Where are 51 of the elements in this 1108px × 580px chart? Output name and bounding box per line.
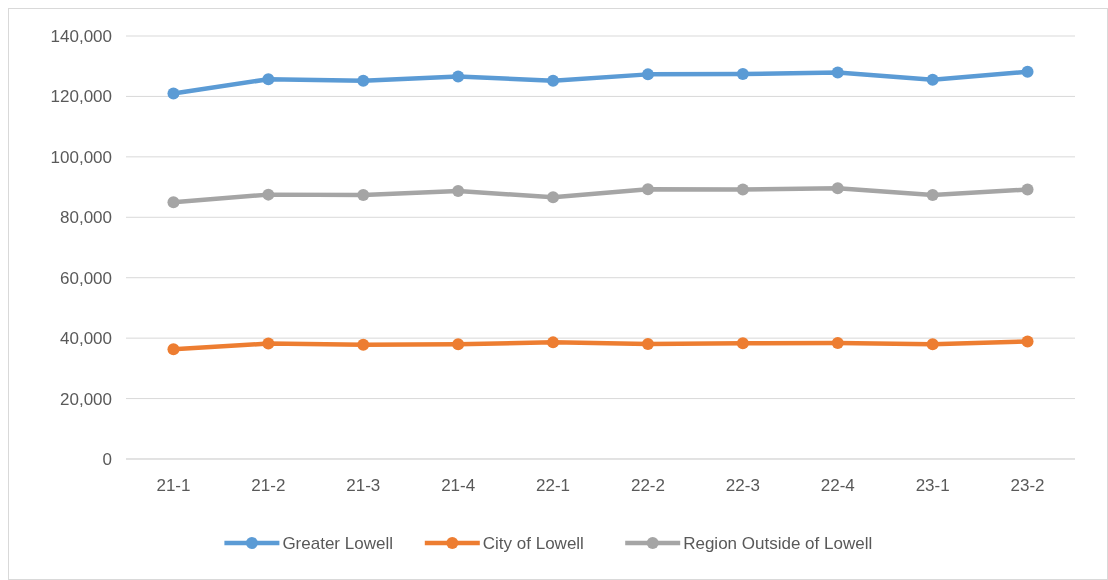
x-tick-label: 23-2 bbox=[1010, 476, 1045, 495]
point bbox=[831, 336, 844, 349]
legend-label: Greater Lowell bbox=[282, 533, 393, 553]
point bbox=[926, 73, 939, 86]
y-tick-label: 80,000 bbox=[60, 208, 112, 228]
point bbox=[167, 196, 180, 209]
point bbox=[1021, 335, 1034, 348]
point bbox=[736, 68, 749, 81]
point bbox=[547, 191, 560, 204]
x-tick-label: 22-1 bbox=[536, 476, 571, 495]
point bbox=[262, 73, 275, 86]
point bbox=[167, 87, 180, 100]
point bbox=[167, 343, 180, 356]
y-tick-label: 40,000 bbox=[60, 329, 112, 349]
point bbox=[452, 185, 465, 197]
legend-label: Region Outside of Lowell bbox=[683, 533, 873, 553]
y-tick-label: 0 bbox=[102, 449, 112, 469]
y-tick-label: 100,000 bbox=[50, 147, 112, 167]
point bbox=[547, 74, 560, 87]
point bbox=[262, 337, 275, 350]
point bbox=[1021, 183, 1034, 196]
point bbox=[641, 183, 654, 196]
y-tick-label: 20,000 bbox=[60, 389, 112, 409]
x-tick-label: 21-2 bbox=[251, 476, 286, 495]
point bbox=[1021, 65, 1034, 78]
point bbox=[452, 338, 465, 351]
point bbox=[262, 188, 275, 201]
point bbox=[357, 338, 370, 351]
point bbox=[736, 183, 749, 196]
y-tick-label: 120,000 bbox=[50, 87, 112, 107]
point bbox=[926, 338, 939, 351]
x-tick-label: 22-3 bbox=[725, 476, 760, 495]
point bbox=[641, 68, 654, 81]
point bbox=[831, 66, 844, 79]
x-tick-label: 21-1 bbox=[156, 476, 191, 495]
point bbox=[641, 337, 654, 350]
x-tick-label: 22-2 bbox=[630, 476, 665, 495]
x-tick-label: 21-3 bbox=[346, 476, 381, 495]
point bbox=[547, 336, 560, 349]
point bbox=[926, 188, 939, 201]
x-tick-label: 22-4 bbox=[820, 476, 855, 495]
point bbox=[452, 70, 465, 83]
x-tick-label: 21-4 bbox=[441, 476, 476, 495]
y-tick-label: 60,000 bbox=[60, 268, 112, 288]
x-tick-label: 23-1 bbox=[915, 476, 950, 495]
point bbox=[357, 74, 370, 87]
point bbox=[357, 188, 370, 201]
point bbox=[736, 337, 749, 350]
y-tick-label: 140,000 bbox=[50, 26, 112, 46]
point bbox=[831, 182, 844, 195]
legend-label: City of Lowell bbox=[482, 533, 584, 553]
